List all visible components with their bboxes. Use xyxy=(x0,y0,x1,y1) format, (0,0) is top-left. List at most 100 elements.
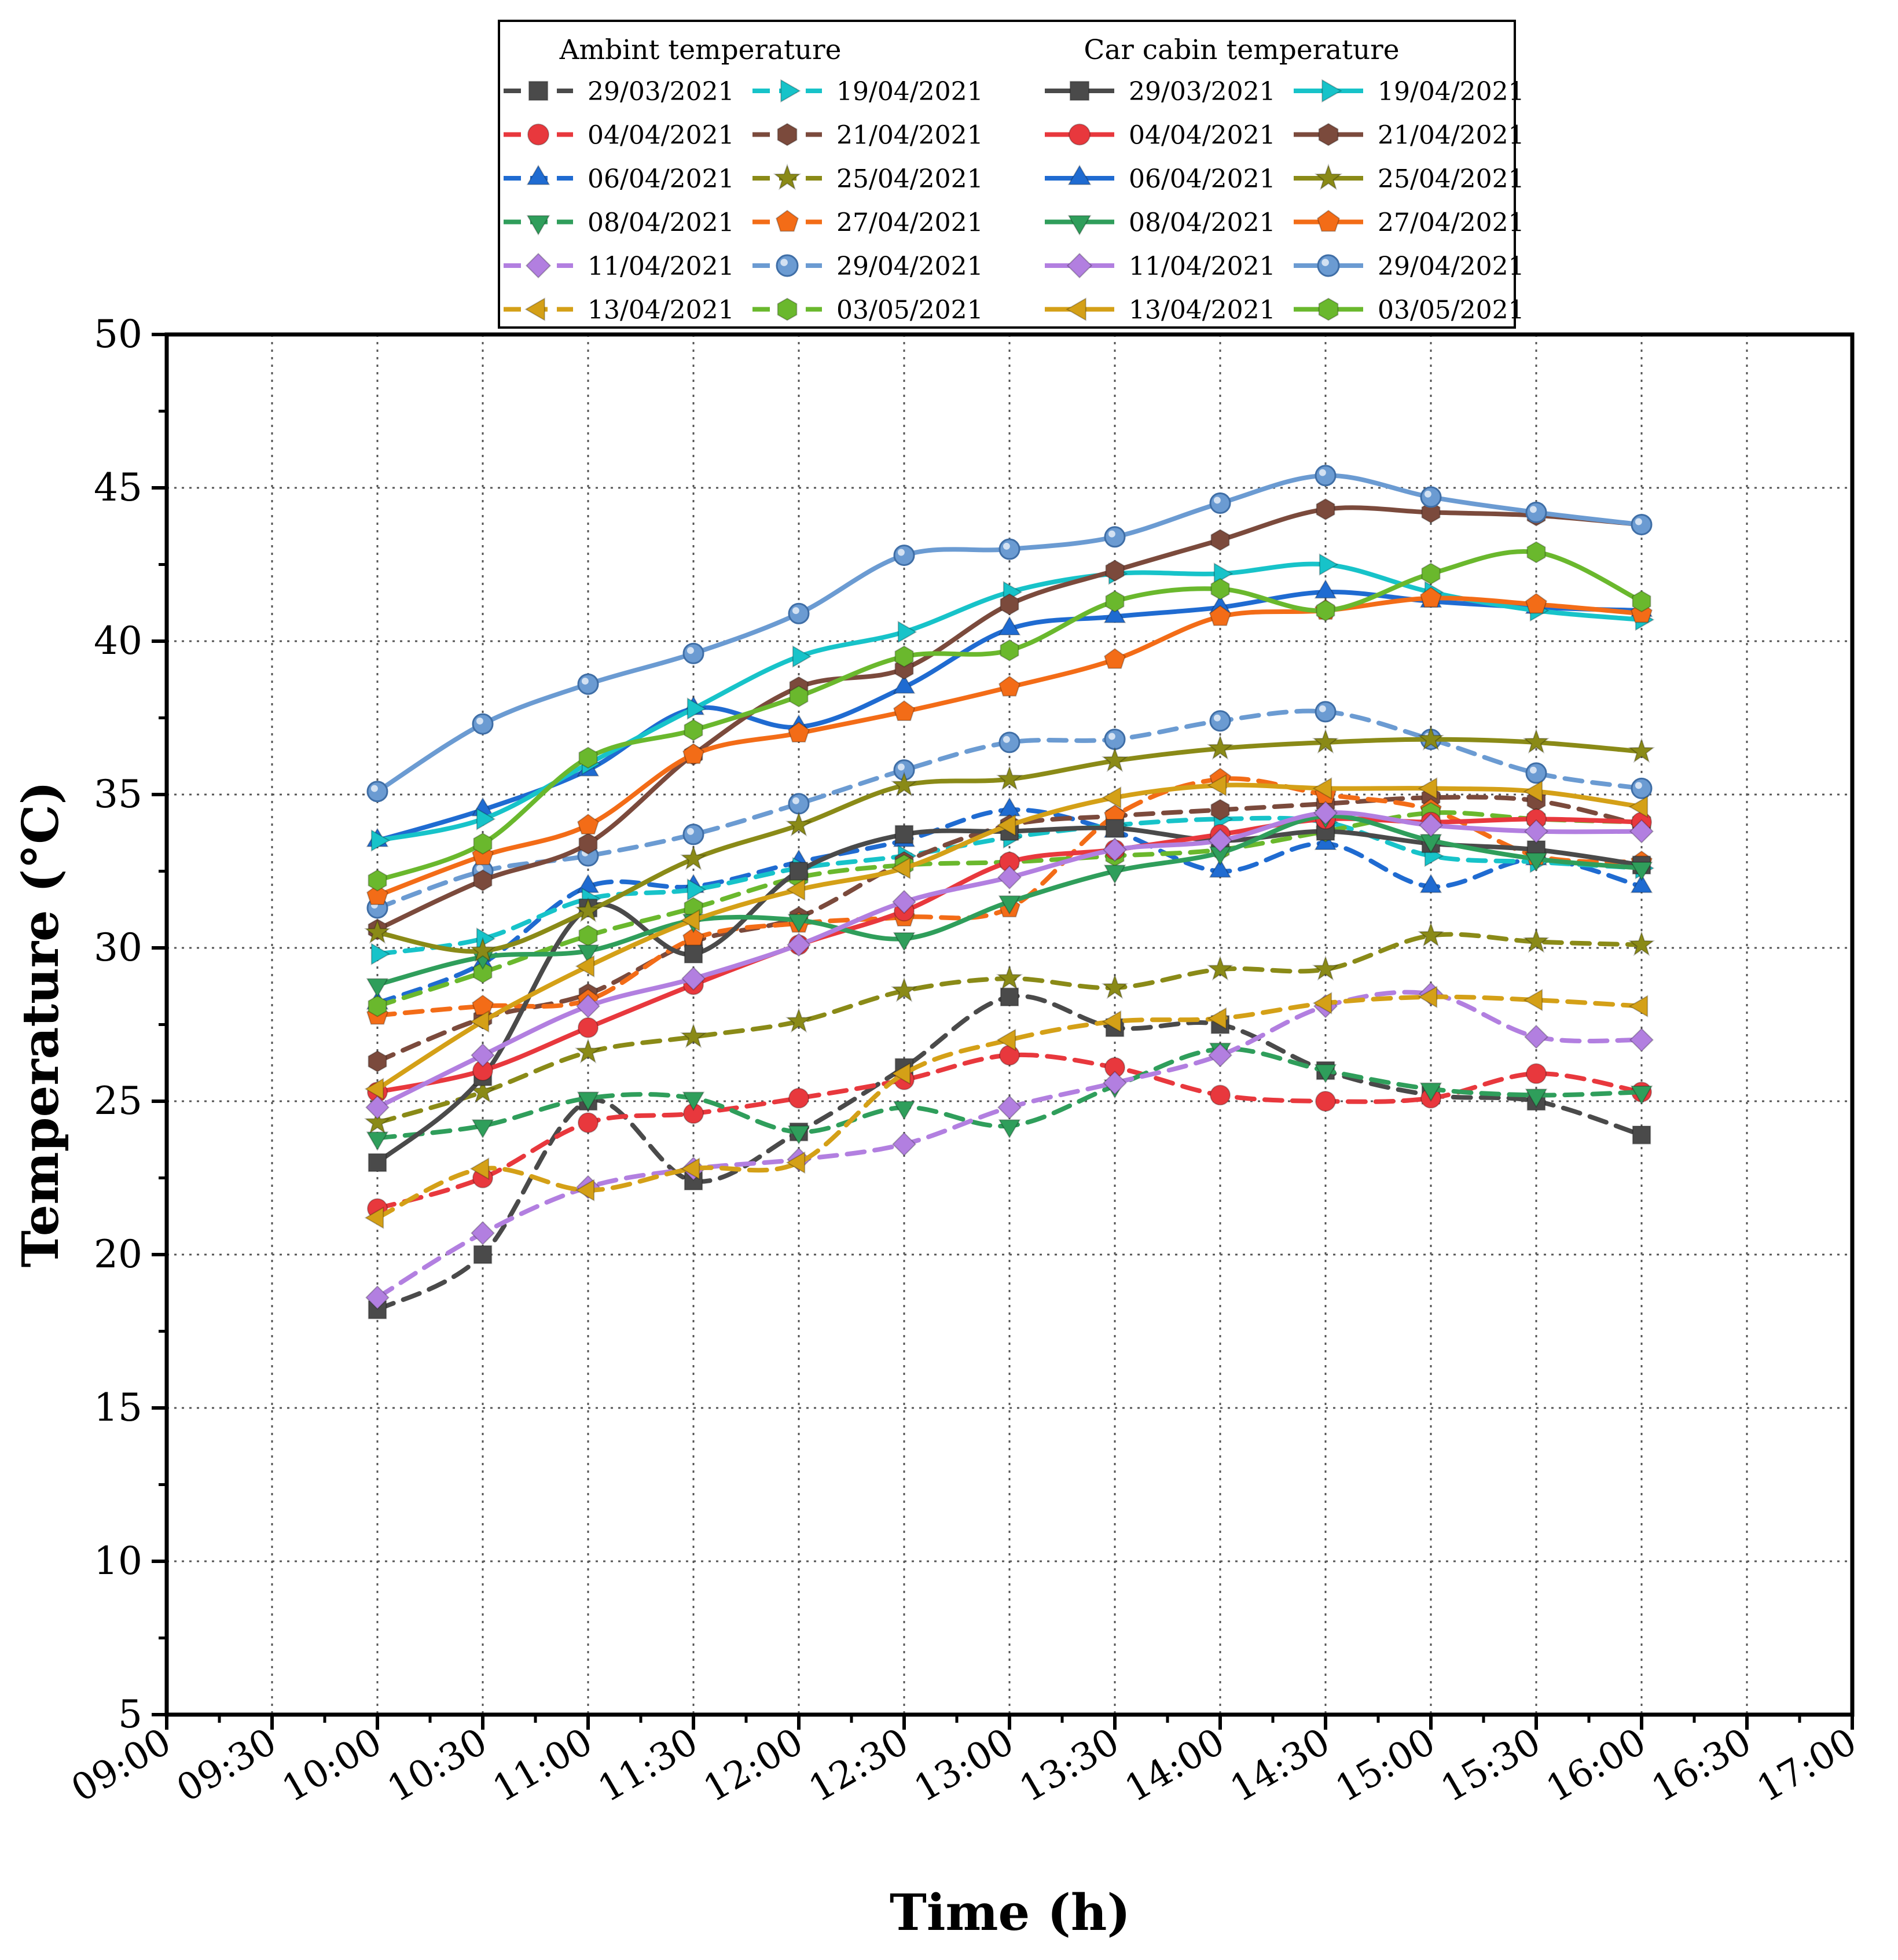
x-tick-label: 10:00 xyxy=(275,1720,389,1811)
series-cabin-03-05-2021-point-11-00 xyxy=(578,747,598,769)
series-cabin-21-04-2021-point-11-00 xyxy=(578,832,598,855)
series-cabin-08-04-2021-point-12-30 xyxy=(893,932,916,952)
series-ambient-29-03-2021-line xyxy=(375,994,1644,1312)
series-cabin-13-04-2021-point-10-00 xyxy=(364,1078,384,1101)
series-cabin-08-04-2021-point-15-30 xyxy=(1525,852,1548,872)
series-cabin-27-04-2021-point-12-00 xyxy=(788,722,810,743)
series-cabin-13-04-2021-point-12-30 xyxy=(891,856,911,880)
series-cabin-03-05-2021-point-15-30 xyxy=(1526,541,1546,564)
y-tick-label: 5 xyxy=(118,1692,142,1737)
legend-item-ambient-11-04-2021-marker xyxy=(525,252,552,279)
series-ambient-25-04-2021-point-16-00 xyxy=(1628,931,1655,957)
series-layer xyxy=(364,465,1655,1319)
series-ambient-13-04-2021-point-14-00 xyxy=(1207,1007,1227,1030)
series-ambient-13-04-2021-point-10-30 xyxy=(469,1157,490,1181)
series-cabin-29-04-2021-point-13-30 xyxy=(1104,526,1126,548)
legend-item-cabin-04-04-2021-marker xyxy=(1069,123,1091,146)
series-ambient-29-04-2021-point-16-00-highlight xyxy=(1635,782,1642,789)
series-ambient-08-04-2021-point-13-00 xyxy=(998,1119,1021,1139)
series-cabin-29-04-2021-point-10-00-highlight xyxy=(370,785,378,792)
series-ambient-08-04-2021-point-16-00 xyxy=(1630,1085,1653,1105)
legend-item-ambient-25-04-2021-label: 25/04/2021 xyxy=(836,164,983,194)
legend-item-ambient-08-04-2021-marker xyxy=(526,215,550,236)
series-cabin-27-04-2021-point-11-00 xyxy=(577,814,599,835)
y-tick-label: 10 xyxy=(94,1539,142,1583)
series-cabin-21-04-2021-point-10-30 xyxy=(473,869,493,892)
legend-group-title-cabin: Car cabin temperature xyxy=(1084,34,1399,66)
x-tick-label: 15:00 xyxy=(1328,1720,1442,1811)
series-cabin-03-05-2021-point-14-00 xyxy=(1210,578,1230,600)
series-cabin-27-04-2021-point-13-00 xyxy=(998,675,1020,697)
legend-item-cabin-03-05-2021-label: 03/05/2021 xyxy=(1378,296,1525,325)
x-tick-label: 09:30 xyxy=(170,1720,284,1811)
legend-item-cabin-25-04-2021-label: 25/04/2021 xyxy=(1378,164,1525,194)
series-cabin-19-04-2021-point-14-00 xyxy=(1213,562,1233,585)
legend-item-ambient-21-04-2021-label: 21/04/2021 xyxy=(836,121,983,150)
legend-item-cabin-21-04-2021: 21/04/2021 xyxy=(1294,121,1525,150)
legend-item-cabin-25-04-2021-marker xyxy=(1314,163,1343,190)
series-ambient-08-04-2021-point-12-30 xyxy=(893,1101,916,1120)
series-cabin-29-04-2021-point-12-00 xyxy=(788,602,810,624)
series-ambient-06-04-2021-point-14-00 xyxy=(1209,858,1232,878)
legend-item-ambient-27-04-2021: 27/04/2021 xyxy=(752,208,983,238)
legend-group-title-ambient: Ambint temperature xyxy=(559,34,842,66)
series-cabin-11-04-2021-point-15-00 xyxy=(1418,813,1444,837)
series-cabin-25-04-2021-point-14-00 xyxy=(1206,734,1234,760)
series-ambient-06-04-2021-point-13-00 xyxy=(998,797,1021,817)
legend-item-ambient-29-04-2021: 29/04/2021 xyxy=(752,252,983,281)
series-cabin-25-04-2021-point-12-30 xyxy=(890,771,918,797)
series-cabin-27-04-2021-point-15-00 xyxy=(1420,586,1442,608)
legend-item-cabin-27-04-2021-marker xyxy=(1317,209,1340,232)
series-cabin-13-04-2021 xyxy=(364,774,1649,1101)
legend-item-ambient-29-03-2021-marker xyxy=(528,80,549,101)
legend-item-ambient-27-04-2021-marker xyxy=(776,209,799,232)
legend-item-cabin-04-04-2021: 04/04/2021 xyxy=(1045,121,1276,150)
legend-item-cabin-08-04-2021-label: 08/04/2021 xyxy=(1129,208,1276,238)
series-cabin-13-04-2021-point-14-30 xyxy=(1312,777,1332,800)
series-cabin-11-04-2021-point-13-00 xyxy=(997,865,1022,890)
x-tick-label: 15:30 xyxy=(1434,1720,1548,1811)
series-cabin-29-04-2021-point-12-00-highlight xyxy=(792,607,799,615)
series-ambient-29-04-2021-point-13-30 xyxy=(1104,729,1126,751)
x-tick-label: 12:00 xyxy=(696,1720,810,1811)
series-cabin-27-04-2021-point-12-30 xyxy=(893,700,915,721)
legend-item-ambient-11-04-2021-label: 11/04/2021 xyxy=(588,252,735,281)
series-ambient-19-04-2021-point-10-00 xyxy=(370,943,391,966)
series-ambient-25-04-2021-point-15-00 xyxy=(1417,921,1445,947)
series-cabin-27-04-2021-point-14-00 xyxy=(1209,605,1231,626)
legend-item-ambient-06-04-2021-marker xyxy=(526,164,550,185)
series-ambient-04-04-2021-point-15-30 xyxy=(1526,1063,1547,1084)
series-cabin-29-03-2021-point-12-00 xyxy=(789,862,809,881)
series-ambient-25-04-2021-point-15-30 xyxy=(1522,928,1550,954)
series-ambient-29-04-2021-point-14-30-highlight xyxy=(1319,705,1326,712)
series-ambient-13-04-2021-point-12-30 xyxy=(891,1062,911,1085)
y-axis-title: Temperature (°C) xyxy=(12,781,70,1268)
series-cabin-13-04-2021-point-14-00 xyxy=(1207,774,1227,797)
series-cabin-29-04-2021-point-12-30-highlight xyxy=(897,549,905,556)
series-ambient-29-04-2021-point-13-00-highlight xyxy=(1003,736,1010,743)
series-ambient-29-04-2021-point-15-30 xyxy=(1525,762,1547,784)
legend-item-ambient-29-03-2021-label: 29/03/2021 xyxy=(588,77,735,106)
series-cabin-21-04-2021-point-15-00 xyxy=(1421,501,1441,524)
x-axis-title: Time (h) xyxy=(890,1884,1130,1942)
series-cabin-29-04-2021-point-14-00-highlight xyxy=(1213,497,1221,504)
series-cabin-06-04-2021-point-13-00 xyxy=(998,616,1021,635)
series-cabin-13-04-2021-point-12-00 xyxy=(785,878,806,901)
series-cabin-29-03-2021-point-13-30 xyxy=(1105,819,1125,838)
legend-item-ambient-29-04-2021-label: 29/04/2021 xyxy=(836,252,983,281)
series-cabin-13-04-2021-point-11-00 xyxy=(575,955,595,978)
series-cabin-29-04-2021-point-14-30 xyxy=(1315,465,1337,487)
legend-item-ambient-03-05-2021: 03/05/2021 xyxy=(752,296,983,325)
series-cabin-11-04-2021-point-16-00 xyxy=(1629,819,1654,844)
legend-item-cabin-27-04-2021: 27/04/2021 xyxy=(1294,208,1525,238)
series-cabin-19-04-2021-point-11-30 xyxy=(686,697,707,720)
series-cabin-25-04-2021-point-13-30 xyxy=(1101,747,1129,773)
series-cabin-11-04-2021 xyxy=(365,800,1654,1120)
y-tick-label: 50 xyxy=(94,312,142,356)
series-ambient-03-05-2021-point-10-30 xyxy=(473,961,493,984)
series-ambient-13-04-2021-point-13-00 xyxy=(996,1028,1016,1051)
series-cabin-19-04-2021-point-12-30 xyxy=(897,620,917,643)
series-ambient-29-04-2021-point-11-30-highlight xyxy=(686,828,694,835)
series-cabin-29-04-2021-point-15-00 xyxy=(1420,486,1442,508)
legend-item-ambient-03-05-2021-marker xyxy=(777,297,798,321)
